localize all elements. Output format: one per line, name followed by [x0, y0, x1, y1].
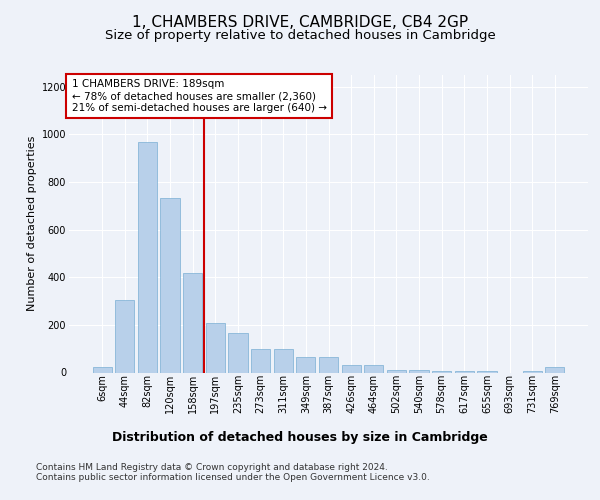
Bar — [138, 142, 157, 372]
Y-axis label: Number of detached properties: Number of detached properties — [28, 136, 37, 312]
Bar — [545, 366, 565, 372]
Text: Size of property relative to detached houses in Cambridge: Size of property relative to detached ho… — [104, 30, 496, 43]
Bar — [251, 348, 270, 372]
Bar — [319, 357, 338, 372]
Bar — [229, 333, 248, 372]
Bar — [364, 366, 383, 372]
Text: 1 CHAMBERS DRIVE: 189sqm
← 78% of detached houses are smaller (2,360)
21% of sem: 1 CHAMBERS DRIVE: 189sqm ← 78% of detach… — [71, 80, 326, 112]
Text: 1, CHAMBERS DRIVE, CAMBRIDGE, CB4 2GP: 1, CHAMBERS DRIVE, CAMBRIDGE, CB4 2GP — [132, 15, 468, 30]
Bar — [409, 370, 428, 372]
Bar — [160, 198, 180, 372]
Bar — [274, 348, 293, 372]
Bar — [387, 370, 406, 372]
Bar — [296, 357, 316, 372]
Bar — [341, 366, 361, 372]
Bar — [92, 366, 112, 372]
Text: Distribution of detached houses by size in Cambridge: Distribution of detached houses by size … — [112, 431, 488, 444]
Bar — [183, 272, 202, 372]
Bar — [206, 322, 225, 372]
Text: Contains HM Land Registry data © Crown copyright and database right 2024.
Contai: Contains HM Land Registry data © Crown c… — [36, 463, 430, 482]
Bar — [115, 300, 134, 372]
